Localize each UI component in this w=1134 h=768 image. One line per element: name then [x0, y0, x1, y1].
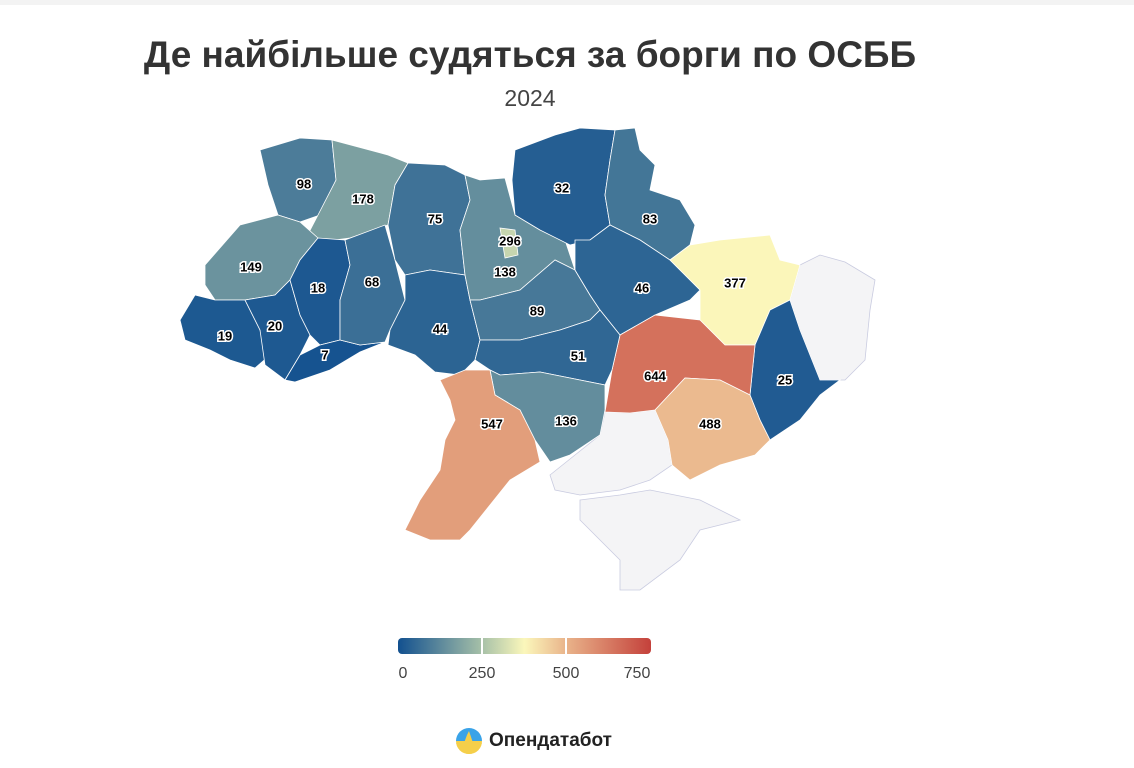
region-value-label: 644	[644, 368, 666, 383]
region-value-label: 178	[352, 191, 374, 206]
legend-tick: 500	[552, 665, 580, 682]
region-zaporizhzhia[interactable]	[654, 377, 771, 481]
region-ivano-frankivsk[interactable]	[244, 279, 311, 381]
region-value-label: 51	[571, 348, 585, 363]
region-value-label: 547	[481, 416, 503, 431]
region-value-label: 25	[778, 372, 792, 387]
region-value-label: 46	[635, 280, 649, 295]
region-value-label: 68	[365, 274, 379, 289]
region-value-label: 98	[297, 176, 311, 191]
region-poltava[interactable]	[574, 224, 701, 336]
region-crimea[interactable]	[579, 489, 742, 591]
brand-logo: Опендатабот	[455, 727, 612, 755]
brand-name: Опендатабот	[489, 730, 612, 751]
region-value-label: 89	[530, 303, 544, 318]
region-value-label: 296	[499, 233, 521, 248]
region-value-label: 377	[724, 275, 746, 290]
opendatabot-logo-icon	[456, 728, 482, 754]
region-value-label: 149	[240, 259, 262, 274]
region-value-label: 44	[433, 321, 448, 336]
region-value-label: 32	[555, 180, 569, 195]
top-bar	[0, 0, 1134, 5]
region-value-label: 18	[311, 280, 325, 295]
region-khmelnytskyi[interactable]	[339, 224, 406, 346]
color-legend	[398, 638, 651, 654]
legend-tick: 250	[468, 665, 496, 682]
legend-separator	[481, 638, 483, 654]
chart-title: Де найбільше судяться за борги по ОСББ	[143, 34, 917, 75]
legend-tick: 750	[623, 665, 651, 682]
region-value-label: 488	[699, 416, 721, 431]
legend-separator	[565, 638, 567, 654]
region-odesa[interactable]	[404, 369, 541, 541]
region-value-label: 83	[643, 211, 657, 226]
region-value-label: 138	[494, 264, 516, 279]
region-value-label: 20	[268, 318, 282, 333]
legend-tick: 0	[398, 665, 408, 682]
region-value-label: 7	[321, 347, 328, 362]
region-value-label: 75	[428, 211, 442, 226]
region-sumy[interactable]	[604, 127, 696, 261]
region-value-label: 19	[218, 328, 232, 343]
chart-subtitle: 2024	[504, 85, 556, 111]
region-value-label: 136	[555, 413, 577, 428]
region-kyiv-city[interactable]	[499, 227, 519, 259]
